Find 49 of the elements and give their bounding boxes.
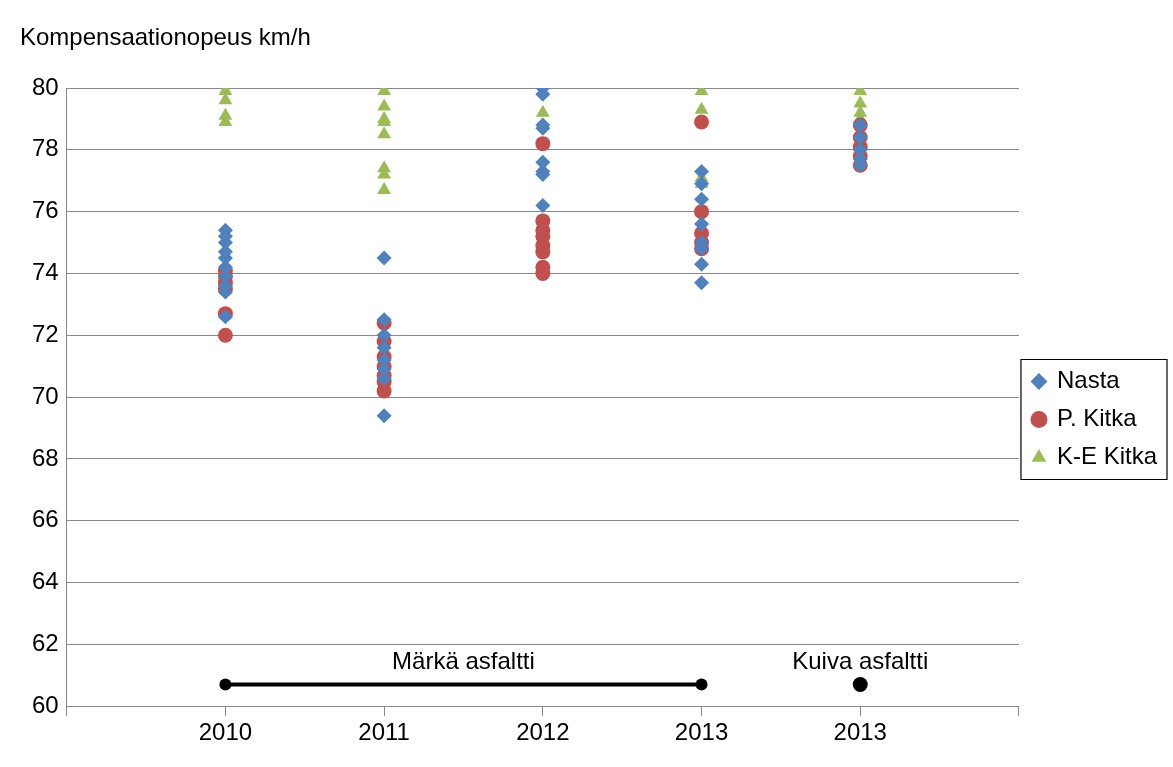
point xyxy=(377,98,392,111)
x-tick-label: 2010 xyxy=(198,718,253,746)
point xyxy=(694,114,710,130)
y-tick-label: 64 xyxy=(31,567,59,595)
y-tick-label: 78 xyxy=(31,134,59,162)
point xyxy=(694,101,709,114)
x-tick-label: 2011 xyxy=(358,718,410,746)
point xyxy=(694,163,710,179)
y-tick-label: 68 xyxy=(31,443,59,471)
y-tick-label: 76 xyxy=(31,196,59,224)
y-tick-label: 66 xyxy=(31,505,59,533)
x-tick-label: 2013 xyxy=(833,718,887,746)
point xyxy=(377,182,392,194)
point xyxy=(377,110,392,123)
annotation: Kuiva asfaltti xyxy=(792,647,929,675)
legend-label: P. Kitka xyxy=(1056,404,1138,432)
point xyxy=(694,275,710,291)
point xyxy=(376,340,392,356)
point xyxy=(695,678,708,691)
point xyxy=(376,327,392,343)
x-tick-label: 2012 xyxy=(516,718,570,746)
annotation: Märkä asfaltti xyxy=(392,647,535,675)
y-tick-label: 62 xyxy=(31,629,59,657)
x-tick-label: 2013 xyxy=(674,718,729,746)
point xyxy=(377,160,392,173)
point xyxy=(852,677,868,693)
y-tick-label: 70 xyxy=(31,381,59,409)
point xyxy=(535,136,551,152)
point xyxy=(535,197,551,213)
point xyxy=(217,327,233,343)
y-tick-label: 80 xyxy=(31,72,59,100)
point xyxy=(219,678,232,691)
point xyxy=(694,204,710,220)
point xyxy=(377,126,392,139)
point xyxy=(694,256,710,272)
y-tick-label: 60 xyxy=(31,690,59,718)
point xyxy=(694,191,710,207)
y-tick-label: 74 xyxy=(31,258,59,286)
point xyxy=(218,107,233,120)
point xyxy=(853,95,868,108)
y-tick-label: 72 xyxy=(31,319,59,347)
legend-label: Nasta xyxy=(1056,366,1121,394)
y-axis-title: Kompensaationopeus km/h xyxy=(20,22,311,50)
legend-label: K-E Kitka xyxy=(1056,442,1158,470)
point xyxy=(376,250,392,266)
point xyxy=(535,104,550,117)
point xyxy=(694,216,710,232)
point xyxy=(694,176,710,192)
point xyxy=(376,408,392,424)
